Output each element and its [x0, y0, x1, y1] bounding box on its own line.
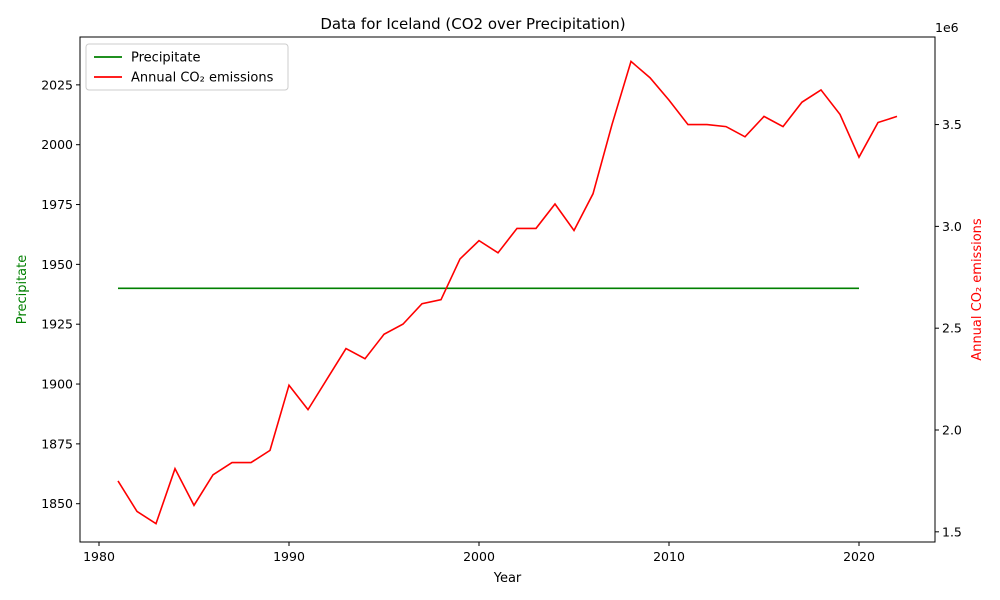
- legend-entry-label: Annual CO₂ emissions: [131, 71, 274, 86]
- legend-box: [85, 43, 289, 91]
- x-axis-label: Year: [493, 571, 522, 586]
- right-y-tick-label: 2.0: [942, 423, 962, 438]
- x-tick-label: 1980: [83, 549, 115, 564]
- x-tick-label: 1990: [273, 549, 305, 564]
- left-y-tick-label: 1900: [41, 377, 73, 392]
- plot-area: [117, 60, 898, 525]
- x-tick-label: 2010: [653, 549, 685, 564]
- left-y-tick-label: 2000: [41, 137, 73, 152]
- left-y-axis-label: Precipitate: [15, 255, 30, 324]
- co2-series-line: [117, 60, 898, 525]
- right-y-tick-label: 3.0: [942, 219, 962, 234]
- left-y-tick-label: 1925: [41, 317, 73, 332]
- chart-title: Data for Iceland (CO2 over Precipitation…: [320, 15, 625, 33]
- left-y-tick-label: 1975: [41, 197, 73, 212]
- right-y-tick-label: 2.5: [942, 321, 962, 336]
- x-tick-label: 2020: [843, 549, 875, 564]
- right-y-tick-label: 3.5: [942, 117, 962, 132]
- right-axis-offset-label: 1e6: [935, 20, 959, 35]
- legend: Precipitate Annual CO₂ emissions: [85, 43, 289, 91]
- left-y-tick-label: 1850: [41, 496, 73, 511]
- legend-entry-label: Precipitate: [131, 51, 200, 66]
- left-y-tick-label: 1950: [41, 257, 73, 272]
- plot-frame: [79, 36, 936, 543]
- right-y-axis-label: Annual CO₂ emissions: [970, 218, 985, 361]
- left-y-tick-label: 2025: [41, 77, 73, 92]
- left-y-tick-label: 1875: [41, 436, 73, 451]
- axes-ticks: 1980 1990 2000 2010 2020 1850 1875 1900 1925 1950…: [41, 77, 962, 564]
- right-y-tick-label: 1.5: [942, 524, 962, 539]
- x-tick-label: 2000: [463, 549, 495, 564]
